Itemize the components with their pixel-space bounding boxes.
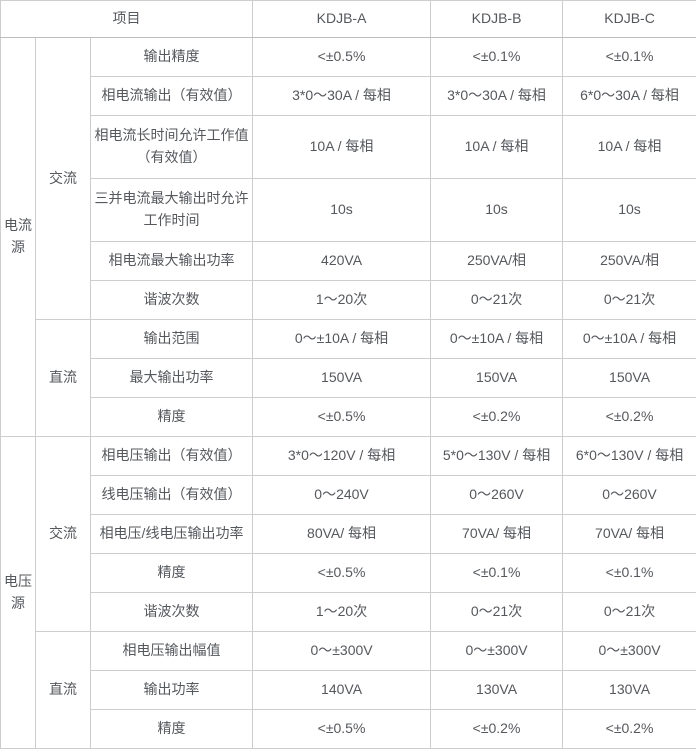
value-kdjb-c: 10s xyxy=(562,178,696,242)
row-label: 精度 xyxy=(89,709,254,749)
value-kdjb-c: <±0.1% xyxy=(562,553,696,593)
header-kdjb-a: KDJB-A xyxy=(252,0,432,38)
value-kdjb-a: <±0.5% xyxy=(252,709,432,749)
subgroup-voltage-dc: 直流 xyxy=(35,631,91,749)
table-row: 三并电流最大输出时允许工作时间 10s 10s 10s xyxy=(1,178,696,242)
table-row: 最大输出功率 150VA 150VA 150VA xyxy=(1,358,696,398)
value-kdjb-c: 0～±10A / 每相 xyxy=(562,319,696,359)
header-row: 项目 KDJB-A KDJB-B KDJB-C xyxy=(0,0,696,38)
value-kdjb-c: 0～21次 xyxy=(562,592,696,632)
row-label: 相电压/线电压输出功率 xyxy=(89,514,254,554)
row-label: 线电压输出（有效值） xyxy=(89,475,254,515)
value-kdjb-a: <±0.5% xyxy=(252,553,432,593)
table-row: 相电压/线电压输出功率 80VA/ 每相 70VA/ 每相 70VA/ 每相 xyxy=(1,514,696,554)
table-row: 输出功率 140VA 130VA 130VA xyxy=(1,670,696,710)
value-kdjb-a: 150VA xyxy=(252,358,432,398)
header-kdjb-c: KDJB-C xyxy=(562,0,696,38)
row-label: 相电压输出（有效值） xyxy=(89,436,254,476)
value-kdjb-b: <±0.2% xyxy=(430,397,564,437)
row-label: 相电流最大输出功率 xyxy=(89,241,254,281)
value-kdjb-a: 1～20次 xyxy=(252,592,432,632)
header-kdjb-b: KDJB-B xyxy=(430,0,564,38)
table-row: 精度 <±0.5% <±0.2% <±0.2% xyxy=(1,709,696,749)
table-row: 相电流输出（有效值） 3*0～30A / 每相 3*0～30A / 每相 6*0… xyxy=(1,76,696,116)
value-kdjb-c: 130VA xyxy=(562,670,696,710)
value-kdjb-c: 0～260V xyxy=(562,475,696,515)
value-kdjb-a: 0～±10A / 每相 xyxy=(252,319,432,359)
group-voltage-source: 电压源 xyxy=(0,436,36,749)
value-kdjb-b: 150VA xyxy=(430,358,564,398)
value-kdjb-a: 3*0～120V / 每相 xyxy=(252,436,432,476)
table-row: 直流 输出范围 0～±10A / 每相 0～±10A / 每相 0～±10A /… xyxy=(1,319,696,437)
value-kdjb-a: 3*0～30A / 每相 xyxy=(252,76,432,116)
row-label: 三并电流最大输出时允许工作时间 xyxy=(89,178,254,242)
value-kdjb-b: 0～260V xyxy=(430,475,564,515)
row-label: 精度 xyxy=(89,397,254,437)
table-row: 谐波次数 1～20次 0～21次 0～21次 xyxy=(1,280,696,320)
subgroup-current-ac: 交流 xyxy=(35,37,91,320)
row-label: 输出精度 xyxy=(89,37,254,77)
subgroup-current-dc: 直流 xyxy=(35,319,91,437)
value-kdjb-c: <±0.2% xyxy=(562,397,696,437)
table-row: 电压源 交流 相电压输出（有效值） 3*0～120V / 每相 5*0～130V… xyxy=(0,436,696,749)
value-kdjb-a: 420VA xyxy=(252,241,432,281)
value-kdjb-b: 3*0～30A / 每相 xyxy=(430,76,564,116)
row-label: 精度 xyxy=(89,553,254,593)
value-kdjb-c: <±0.1% xyxy=(562,37,696,77)
row-label: 谐波次数 xyxy=(89,280,254,320)
row-label: 输出范围 xyxy=(89,319,254,359)
value-kdjb-c: 10A / 每相 xyxy=(562,115,696,179)
value-kdjb-b: 250VA/相 xyxy=(430,241,564,281)
value-kdjb-b: 130VA xyxy=(430,670,564,710)
value-kdjb-b: 70VA/ 每相 xyxy=(430,514,564,554)
row-label: 相电压输出幅值 xyxy=(89,631,254,671)
header-item: 项目 xyxy=(0,0,254,38)
value-kdjb-b: 10s xyxy=(430,178,564,242)
value-kdjb-b: 0～±10A / 每相 xyxy=(430,319,564,359)
table-row: 电流源 交流 输出精度 <±0.5% <±0.1% <±0.1% xyxy=(0,37,696,437)
value-kdjb-b: 0～21次 xyxy=(430,592,564,632)
value-kdjb-c: 70VA/ 每相 xyxy=(562,514,696,554)
value-kdjb-a: 10s xyxy=(252,178,432,242)
table-row: 精度 <±0.5% <±0.1% <±0.1% xyxy=(1,553,696,593)
table-row: 谐波次数 1～20次 0～21次 0～21次 xyxy=(1,592,696,632)
value-kdjb-b: <±0.1% xyxy=(430,37,564,77)
value-kdjb-a: 0～±300V xyxy=(252,631,432,671)
row-label: 最大输出功率 xyxy=(89,358,254,398)
value-kdjb-b: 0～±300V xyxy=(430,631,564,671)
table-row: 相电流长时间允许工作值（有效值） 10A / 每相 10A / 每相 10A /… xyxy=(1,115,696,179)
table-row: 精度 <±0.5% <±0.2% <±0.2% xyxy=(1,397,696,437)
value-kdjb-b: 5*0～130V / 每相 xyxy=(430,436,564,476)
subgroup-voltage-ac: 交流 xyxy=(35,436,91,632)
table-row: 相电流最大输出功率 420VA 250VA/相 250VA/相 xyxy=(1,241,696,281)
value-kdjb-a: 140VA xyxy=(252,670,432,710)
row-label: 相电流长时间允许工作值（有效值） xyxy=(89,115,254,179)
table-row: 直流 相电压输出幅值 0～±300V 0～±300V 0～±300V xyxy=(1,631,696,749)
value-kdjb-c: 0～21次 xyxy=(562,280,696,320)
row-label: 相电流输出（有效值） xyxy=(89,76,254,116)
value-kdjb-b: 10A / 每相 xyxy=(430,115,564,179)
value-kdjb-c: 6*0～30A / 每相 xyxy=(562,76,696,116)
value-kdjb-a: <±0.5% xyxy=(252,37,432,77)
value-kdjb-a: 10A / 每相 xyxy=(252,115,432,179)
value-kdjb-b: <±0.1% xyxy=(430,553,564,593)
row-label: 输出功率 xyxy=(89,670,254,710)
table-row: 线电压输出（有效值） 0～240V 0～260V 0～260V xyxy=(1,475,696,515)
value-kdjb-a: <±0.5% xyxy=(252,397,432,437)
value-kdjb-b: 0～21次 xyxy=(430,280,564,320)
group-current-source: 电流源 xyxy=(0,37,36,437)
value-kdjb-c: 0～±300V xyxy=(562,631,696,671)
value-kdjb-c: 150VA xyxy=(562,358,696,398)
value-kdjb-a: 80VA/ 每相 xyxy=(252,514,432,554)
value-kdjb-b: <±0.2% xyxy=(430,709,564,749)
value-kdjb-c: 6*0～130V / 每相 xyxy=(562,436,696,476)
value-kdjb-a: 1～20次 xyxy=(252,280,432,320)
value-kdjb-c: <±0.2% xyxy=(562,709,696,749)
value-kdjb-a: 0～240V xyxy=(252,475,432,515)
value-kdjb-c: 250VA/相 xyxy=(562,241,696,281)
row-label: 谐波次数 xyxy=(89,592,254,632)
